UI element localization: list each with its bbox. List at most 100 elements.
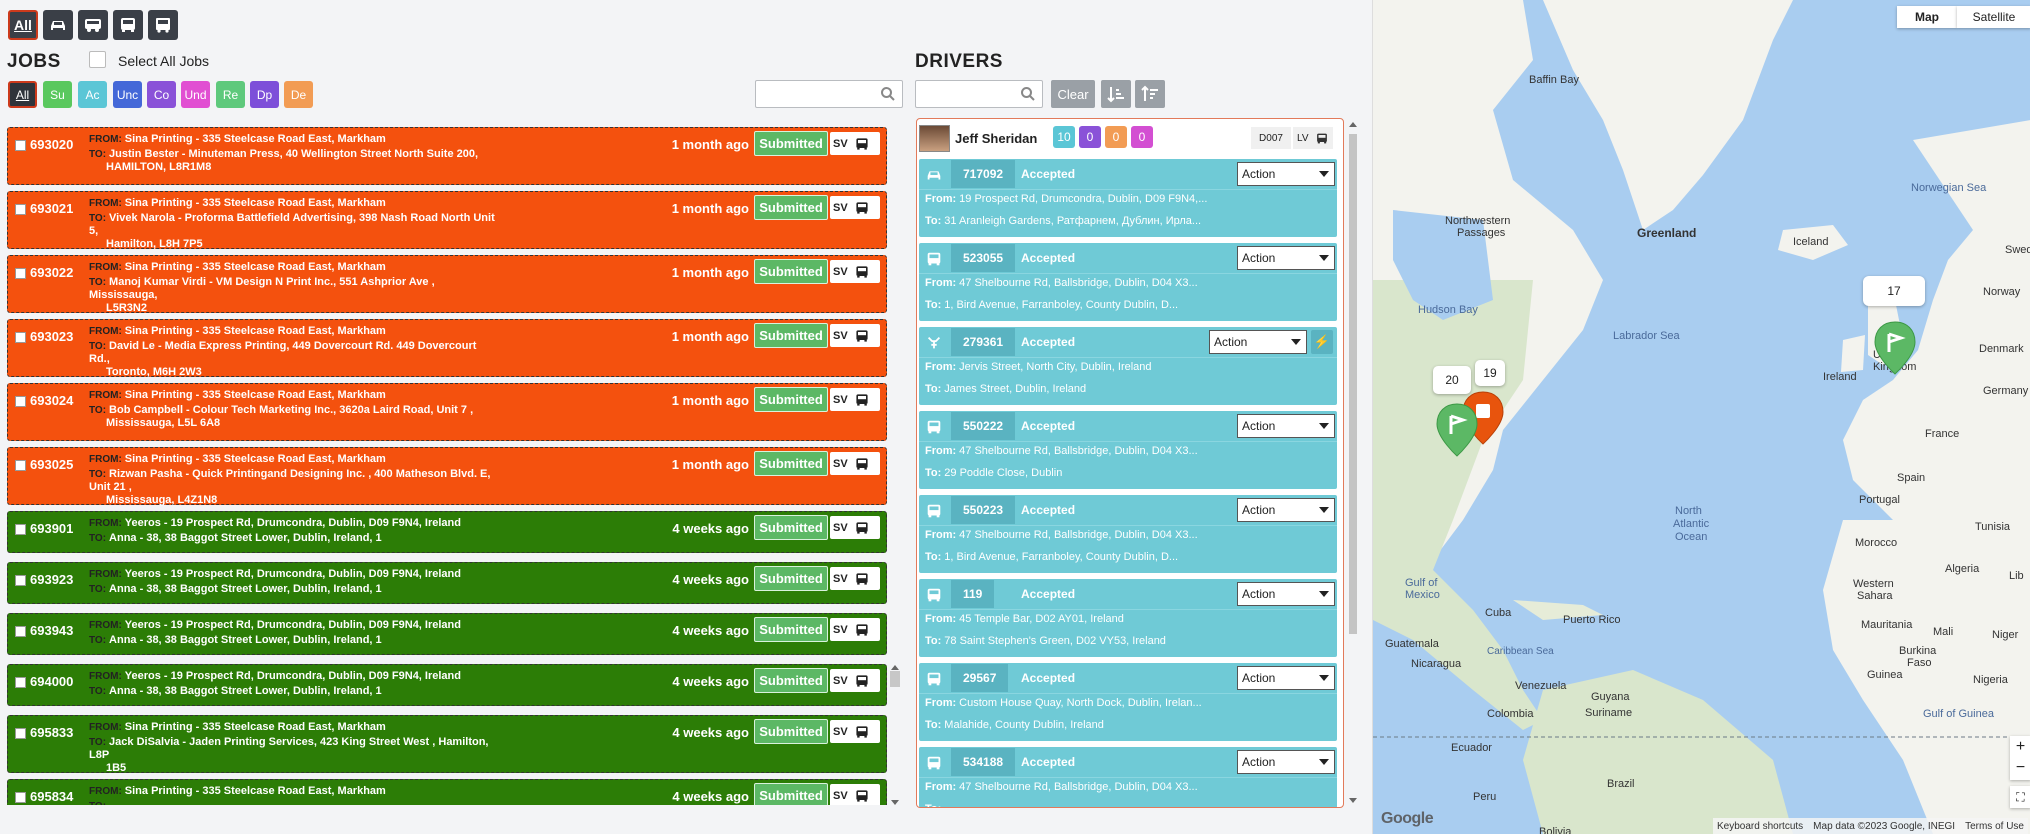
map-type-satellite-button[interactable]: Satellite	[1957, 6, 2030, 28]
job-checkbox[interactable]	[15, 396, 26, 407]
scroll-down-arrow-icon[interactable]	[891, 800, 899, 805]
action-select[interactable]: Action	[1237, 414, 1335, 438]
driver-job-card[interactable]: 717092 Accepted Action From: 19 Prospect Rd,…	[919, 159, 1337, 237]
driver-job-card[interactable]: 550223 Accepted Action From: 47 Shelbourne R…	[919, 495, 1337, 573]
action-select[interactable]: Action	[1237, 750, 1335, 774]
action-select[interactable]: Action	[1237, 582, 1335, 606]
job-status-button[interactable]: Submitted	[754, 387, 828, 412]
terms-of-use-link[interactable]: Terms of Use	[1965, 820, 2024, 832]
job-filter-unc-button[interactable]: Unc	[113, 81, 142, 108]
jobs-search-input[interactable]	[755, 80, 903, 108]
job-vehicle-badge[interactable]: SV	[830, 618, 880, 641]
job-checkbox[interactable]	[15, 204, 26, 215]
job-status-button[interactable]: Submitted	[754, 783, 828, 805]
job-vehicle-badge[interactable]: SV	[830, 516, 880, 539]
job-filter-su-button[interactable]: Su	[43, 81, 72, 108]
job-status-button[interactable]: Submitted	[754, 617, 828, 642]
job-filter-re-button[interactable]: Re	[216, 81, 245, 108]
job-checkbox[interactable]	[15, 268, 26, 279]
scroll-up-arrow-icon[interactable]	[1349, 122, 1357, 127]
job-checkbox[interactable]	[15, 728, 26, 739]
job-status-button[interactable]: Submitted	[754, 451, 828, 476]
job-status-button[interactable]: Submitted	[754, 515, 828, 540]
job-row[interactable]: 693021 FROM: Sina Printing - 335 Steelcase…	[7, 191, 887, 250]
job-filter-all-button[interactable]: All	[8, 81, 37, 108]
job-row[interactable]: 695834 FROM: Sina Printing - 335 Steelcase…	[7, 779, 887, 805]
job-status-button[interactable]: Submitted	[754, 195, 828, 220]
job-row[interactable]: 693024 FROM: Sina Printing - 335 Steelcase…	[7, 383, 887, 441]
job-vehicle-badge[interactable]: SV	[830, 567, 880, 590]
select-all-checkbox[interactable]	[89, 51, 106, 68]
map-marker-green-flag-icon[interactable]	[1435, 402, 1479, 458]
zoom-in-icon[interactable]: +	[2015, 738, 2026, 755]
map-type-map-button[interactable]: Map	[1897, 6, 1957, 28]
vehicle-filter-all-button[interactable]: All	[8, 10, 38, 40]
job-filter-ac-button[interactable]: Ac	[78, 81, 107, 108]
job-row[interactable]: 694000 FROM: Yeeros - 19 Prospect Rd, Drum…	[7, 664, 887, 706]
job-checkbox[interactable]	[15, 332, 26, 343]
action-select[interactable]: Action	[1237, 666, 1335, 690]
drivers-scrollbar[interactable]	[1348, 120, 1358, 806]
scroll-up-arrow-icon[interactable]	[891, 665, 899, 670]
driver-job-card[interactable]: 29567 Accepted Action From: Custom House Qua…	[919, 663, 1337, 741]
clear-button[interactable]: Clear	[1051, 80, 1095, 108]
action-select[interactable]: Action	[1237, 246, 1335, 270]
job-row[interactable]: 693020 FROM: Sina Printing - 335 Steelcase…	[7, 127, 887, 185]
action-select[interactable]: Action	[1237, 498, 1335, 522]
jobs-scrollbar[interactable]	[889, 125, 901, 805]
job-filter-dp-button[interactable]: Dp	[250, 81, 279, 108]
job-vehicle-badge[interactable]: SV	[830, 196, 880, 219]
map[interactable]: Map Satellite Baffin Bay Greenland Icela…	[1372, 0, 2030, 834]
job-vehicle-badge[interactable]: SV	[830, 260, 880, 283]
job-vehicle-badge[interactable]: SV	[830, 784, 880, 805]
job-checkbox[interactable]	[15, 575, 26, 586]
job-filter-co-button[interactable]: Co	[147, 81, 176, 108]
vehicle-filter-truck-button[interactable]	[148, 10, 178, 40]
action-select[interactable]: Action	[1209, 330, 1307, 354]
job-checkbox[interactable]	[15, 792, 26, 803]
action-select[interactable]: Action	[1237, 162, 1335, 186]
keyboard-shortcuts-link[interactable]: Keyboard shortcuts	[1717, 820, 1804, 832]
driver-job-card[interactable]: 119 Accepted Action From: 45 Temple Bar, D02…	[919, 579, 1337, 657]
job-status-button[interactable]: Submitted	[754, 259, 828, 284]
job-row[interactable]: 695833 FROM: Sina Printing - 335 Steelcase…	[7, 715, 887, 774]
vehicle-filter-car-button[interactable]	[43, 10, 73, 40]
driver-job-card[interactable]: 550222 Accepted Action From: 47 Shelbourne R…	[919, 411, 1337, 489]
zoom-out-icon[interactable]: −	[2015, 759, 2026, 776]
job-vehicle-badge[interactable]: SV	[830, 132, 880, 155]
vehicle-filter-van-button[interactable]	[78, 10, 108, 40]
job-row[interactable]: 693901 FROM: Yeeros - 19 Prospect Rd, Drum…	[7, 511, 887, 553]
job-filter-und-button[interactable]: Und	[181, 81, 210, 108]
job-checkbox[interactable]	[15, 626, 26, 637]
jobs-scrollbar-thumb[interactable]	[890, 671, 900, 687]
lightning-icon[interactable]: ⚡	[1311, 330, 1333, 354]
job-vehicle-badge[interactable]: SV	[830, 720, 880, 743]
job-row[interactable]: 693022 FROM: Sina Printing - 335 Steelcase…	[7, 255, 887, 314]
job-row[interactable]: 693943 FROM: Yeeros - 19 Prospect Rd, Drum…	[7, 613, 887, 655]
job-status-button[interactable]: Submitted	[754, 131, 828, 156]
job-status-button[interactable]: Submitted	[754, 668, 828, 693]
job-row[interactable]: 693023 FROM: Sina Printing - 335 Steelcase…	[7, 319, 887, 378]
driver-job-card[interactable]: 523055 Accepted Action From: 47 Shelbourne R…	[919, 243, 1337, 321]
job-checkbox[interactable]	[15, 524, 26, 535]
job-vehicle-badge[interactable]: SV	[830, 388, 880, 411]
job-vehicle-badge[interactable]: SV	[830, 669, 880, 692]
job-checkbox[interactable]	[15, 140, 26, 151]
job-filter-de-button[interactable]: De	[284, 81, 313, 108]
driver-header[interactable]: Jeff Sheridan 10 0 0 0 D007 LV	[917, 119, 1333, 155]
job-row[interactable]: 693025 FROM: Sina Printing - 335 Steelcase…	[7, 447, 887, 506]
driver-job-card[interactable]: 534188 Accepted Action From: 47 Shelbourne R…	[919, 747, 1337, 807]
job-status-button[interactable]: Submitted	[754, 323, 828, 348]
driver-job-card[interactable]: 279361 Accepted Action ⚡ From: Jervis Street,…	[919, 327, 1337, 405]
drivers-scrollbar-thumb[interactable]	[1349, 134, 1357, 634]
job-vehicle-badge[interactable]: SV	[830, 324, 880, 347]
drivers-search-input[interactable]	[915, 80, 1043, 108]
scroll-down-arrow-icon[interactable]	[1349, 798, 1357, 803]
job-row[interactable]: 693923 FROM: Yeeros - 19 Prospect Rd, Drum…	[7, 562, 887, 604]
fullscreen-icon[interactable]: ⛶	[2010, 786, 2030, 808]
job-status-button[interactable]: Submitted	[754, 566, 828, 591]
job-vehicle-badge[interactable]: SV	[830, 452, 880, 475]
vehicle-filter-bus-button[interactable]	[113, 10, 143, 40]
job-status-button[interactable]: Submitted	[754, 719, 828, 744]
job-checkbox[interactable]	[15, 677, 26, 688]
